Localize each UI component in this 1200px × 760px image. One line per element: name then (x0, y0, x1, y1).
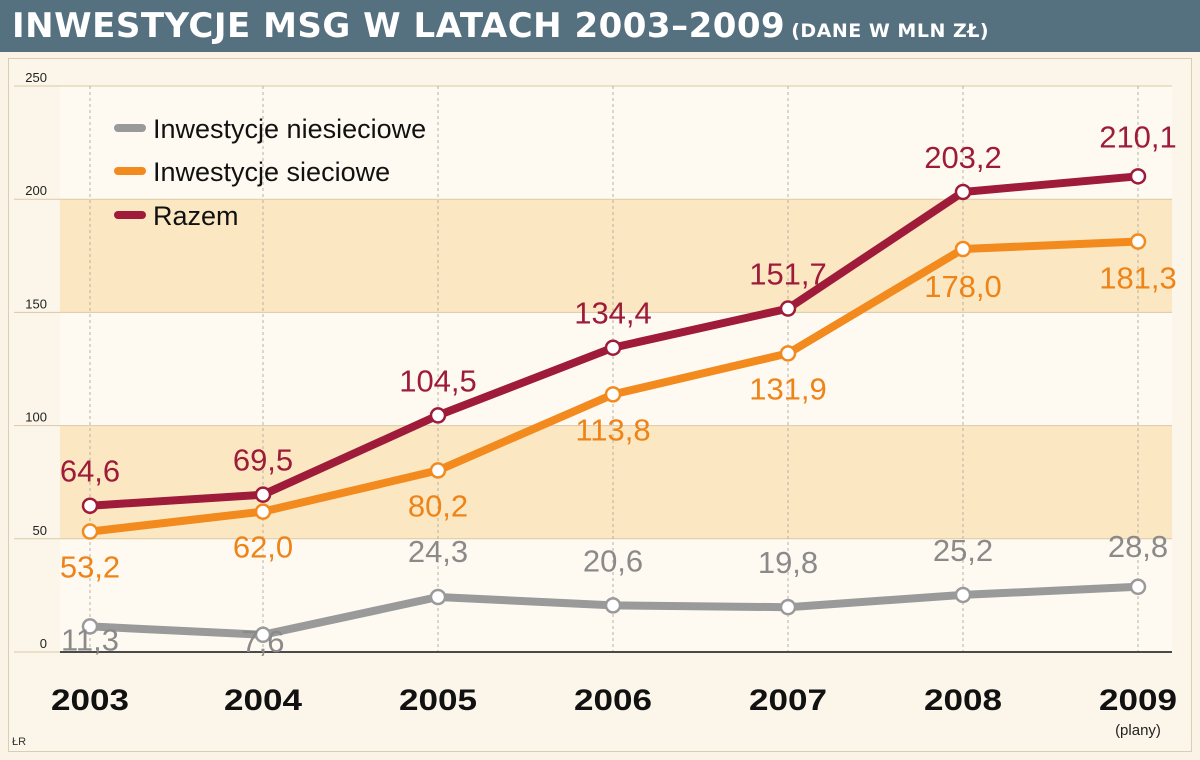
data-label: 69,5 (233, 443, 293, 478)
data-label: 131,9 (749, 371, 827, 406)
x-tick-label: 2006 (574, 684, 652, 717)
data-label: 20,6 (583, 543, 643, 578)
data-label: 24,3 (408, 534, 468, 569)
data-label: 53,2 (60, 550, 120, 585)
grid-band (60, 199, 1172, 313)
y-tick-label: 0 (40, 636, 47, 651)
x-tick-label: 2009 (1099, 684, 1177, 717)
data-point (429, 462, 447, 479)
data-label: 113,8 (575, 412, 650, 447)
data-point (1129, 168, 1147, 185)
data-label: 7,6 (241, 624, 284, 659)
data-label: 210,1 (1099, 119, 1177, 154)
chart-subtitle: (DANE W MLN ZŁ) (791, 20, 990, 42)
legend-label: Inwestycje sieciowe (153, 157, 390, 187)
data-label: 181,3 (1099, 261, 1177, 296)
chart-header: INWESTYCJE MSG W LATACH 2003–2009 (DANE W… (0, 0, 1200, 52)
y-tick-label: 250 (25, 70, 47, 85)
data-label: 62,0 (233, 530, 293, 565)
data-point (81, 523, 99, 540)
data-point (954, 183, 972, 201)
data-point (954, 586, 972, 604)
y-tick-label: 150 (25, 296, 47, 311)
data-label: 28,8 (1108, 529, 1168, 564)
data-point (1129, 233, 1147, 250)
data-label: 80,2 (408, 488, 468, 523)
x-tick-label: 2003 (51, 684, 129, 717)
data-point (604, 339, 622, 356)
data-point (779, 300, 797, 317)
data-point (779, 598, 797, 616)
data-point (429, 588, 447, 606)
x-tick-label: 2004 (224, 684, 302, 717)
x-tick-label: 2008 (924, 684, 1002, 717)
data-label: 203,2 (924, 140, 1002, 175)
chart-title: INWESTYCJE MSG W LATACH 2003–2009 (DANE W… (12, 6, 989, 46)
data-point (954, 240, 972, 258)
data-label: 104,5 (399, 363, 477, 398)
data-point (429, 407, 447, 424)
y-tick-label: 200 (25, 183, 47, 198)
legend-label: Inwestycje niesieciowe (153, 114, 426, 144)
grid-band (60, 312, 1172, 426)
credit-mark: ŁR (12, 736, 27, 748)
data-label: 134,4 (574, 296, 652, 331)
data-point (604, 386, 622, 403)
data-point (1129, 578, 1147, 596)
x-tick-note: (plany) (1115, 722, 1161, 739)
grid-band (60, 425, 1172, 539)
data-label: 64,6 (60, 454, 120, 489)
data-point (254, 503, 272, 520)
data-label: 19,8 (758, 545, 818, 580)
data-point (604, 597, 622, 614)
x-tick-label: 2005 (399, 684, 477, 717)
data-label: 11,3 (61, 622, 119, 657)
legend-label: Razem (153, 201, 239, 231)
data-label: 178,0 (924, 269, 1002, 304)
data-point (254, 626, 272, 644)
data-point (81, 618, 99, 635)
x-tick-label: 2007 (749, 684, 827, 717)
data-label: 151,7 (749, 257, 827, 292)
data-point (81, 497, 99, 514)
data-point (254, 486, 272, 503)
data-label: 25,2 (933, 533, 993, 568)
y-tick-label: 50 (33, 523, 47, 538)
grid-band (60, 86, 1172, 200)
chart-title-text: INWESTYCJE MSG W LATACH 2003–2009 (12, 6, 786, 46)
y-tick-label: 100 (25, 410, 47, 425)
data-point (779, 345, 797, 362)
